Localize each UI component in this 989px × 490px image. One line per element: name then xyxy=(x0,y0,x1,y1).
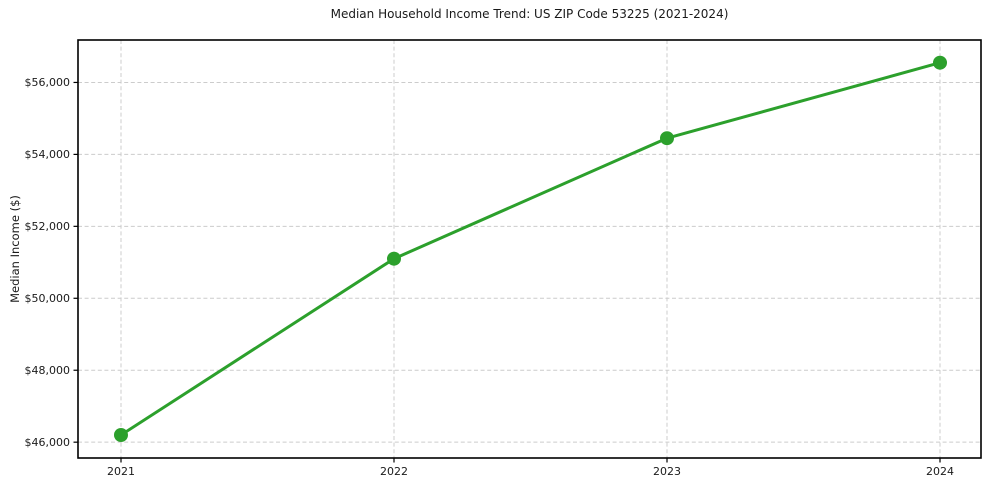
y-tick-label: $54,000 xyxy=(25,148,71,161)
x-tick-label: 2023 xyxy=(653,465,681,478)
trend-line xyxy=(119,61,942,437)
y-tick-label: $56,000 xyxy=(25,76,71,89)
x-tick-label: 2021 xyxy=(107,465,135,478)
y-tick-label: $46,000 xyxy=(25,436,71,449)
y-tick-label: $50,000 xyxy=(25,292,71,305)
data-point-2023 xyxy=(660,131,674,146)
y-tick-label: $52,000 xyxy=(25,220,71,233)
chart-title: Median Household Income Trend: US ZIP Co… xyxy=(330,7,729,21)
y-axis-label: Median Income ($) xyxy=(8,195,22,303)
data-point-2022 xyxy=(387,251,401,266)
x-tick-label: 2024 xyxy=(926,465,954,478)
x-tick-label: 2022 xyxy=(380,465,408,478)
y-tick-label: $48,000 xyxy=(25,364,71,377)
data-point-2021 xyxy=(114,428,128,442)
plot-border xyxy=(77,39,982,459)
data-point-2024 xyxy=(933,55,947,70)
